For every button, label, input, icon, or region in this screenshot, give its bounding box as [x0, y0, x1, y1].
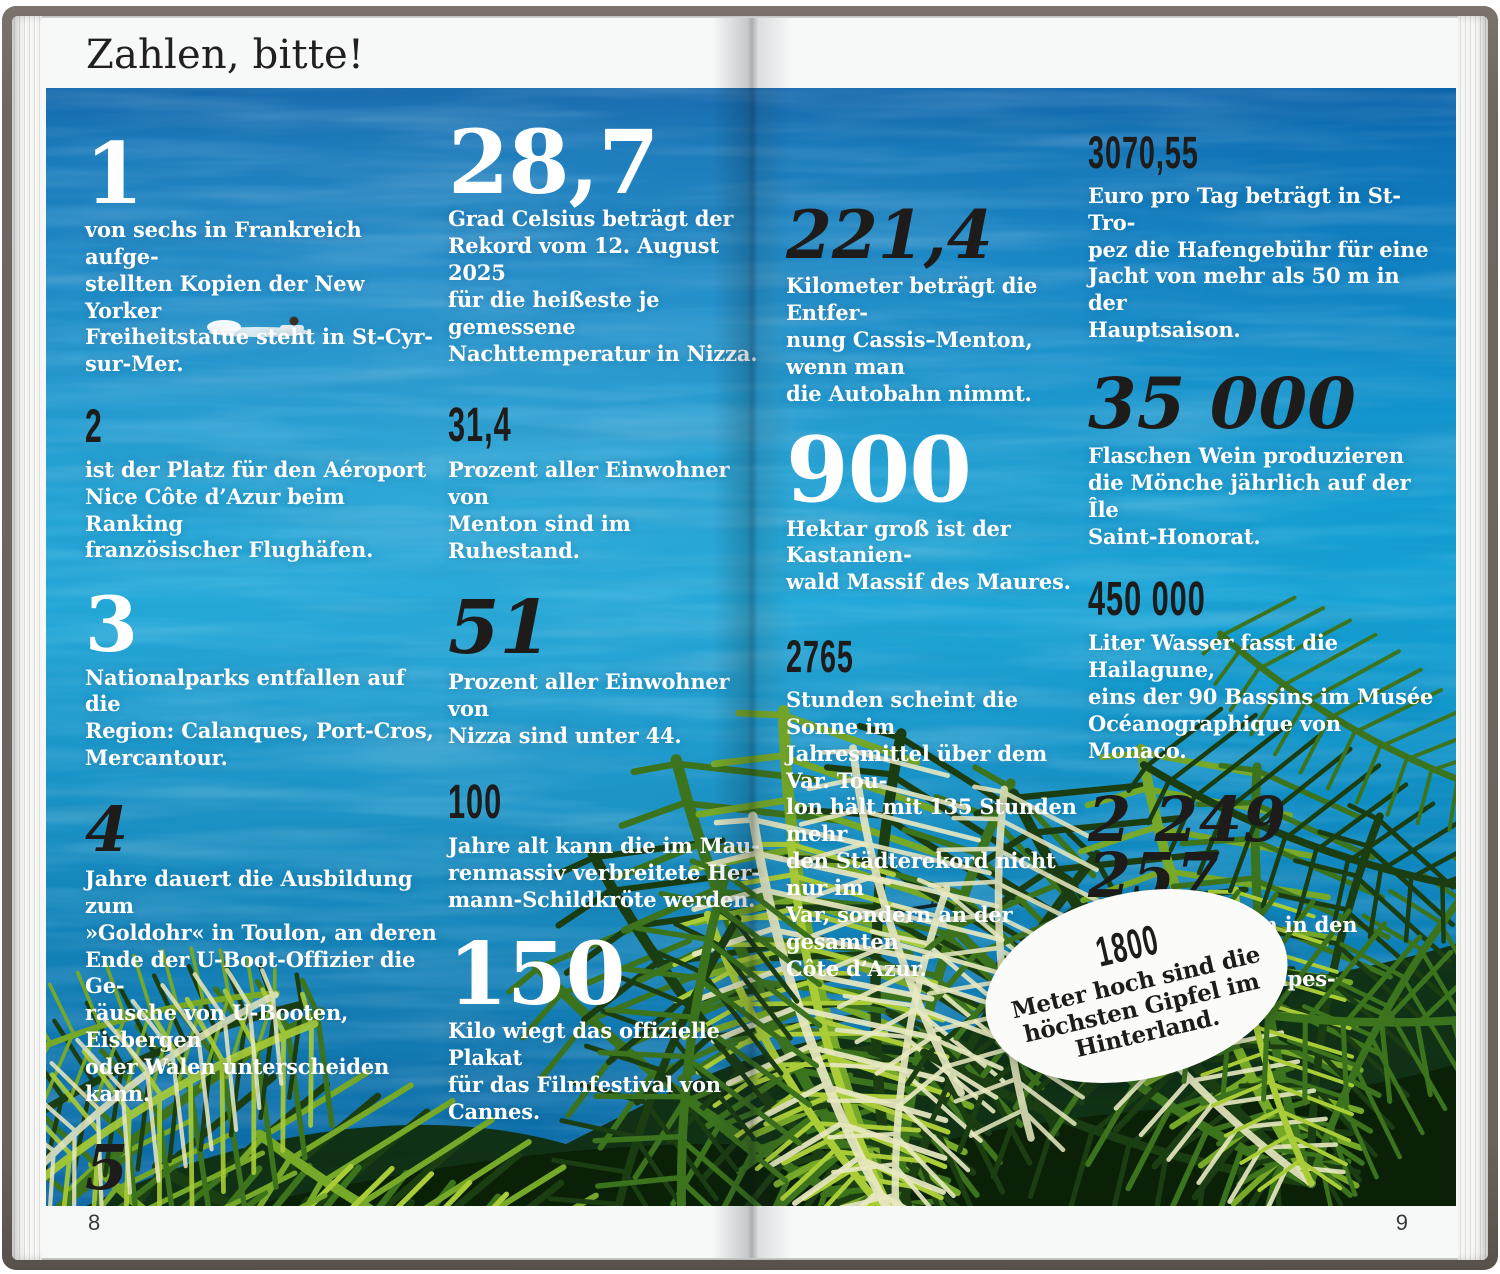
fact-cannes-poster: 150 Kilo wiegt das offizielle Plakat für… [448, 923, 768, 1126]
fact-chestnut-forest: 900 Hektar groß ist der Kastanien- wald … [786, 416, 1096, 596]
fact-number: 51 [448, 584, 551, 671]
fact-number: 100 [448, 775, 503, 829]
fact-number: 1 [85, 124, 143, 223]
fact-text: Kilometer beträgt die Entfer- nung Cassi… [786, 273, 1038, 406]
fact-text: Prozent aller Einwohner von Menton sind … [448, 457, 730, 563]
fact-lagoon-water: 450 000 Liter Wasser fasst die Hailagune… [1088, 572, 1440, 765]
fact-night-temperature: 28,7 Grad Celsius beträgt der Rekord vom… [448, 110, 768, 367]
sea-palms-photo: 1 von sechs in Frankreich aufge- stellte… [46, 88, 1456, 1206]
fact-text: Grad Celsius beträgt der Rekord vom 12. … [448, 206, 758, 366]
fact-text: Euro pro Tag beträgt in St-Tro- pez die … [1088, 182, 1429, 343]
fact-number: 450 000 [1088, 572, 1206, 626]
fact-number: 2 [85, 399, 103, 453]
fact-liberty-copies: 1 von sechs in Frankreich aufge- stellte… [85, 124, 437, 378]
fact-text: Stunden scheint die Sonne im Jahresmitte… [786, 686, 1077, 981]
fact-number: 3070,55 [1088, 127, 1199, 178]
fact-harbor-fee: 3070,55 Euro pro Tag beträgt in St-Tro- … [1088, 127, 1440, 344]
facts-column-1: 1 von sechs in Frankreich aufge- stellte… [85, 124, 437, 1206]
fact-tortoise-age: 100 Jahre alt kann die im Mau- renmassiv… [448, 775, 768, 914]
fact-number: 2765 [786, 631, 854, 683]
fact-menton-retirees: 31,4 Prozent aller Einwohner von Menton … [448, 399, 768, 564]
facts-column-2: 28,7 Grad Celsius beträgt der Rekord vom… [448, 110, 768, 1152]
open-spread: Zahlen, bitte! [42, 18, 1458, 1258]
fact-text: Jahre dauert die Ausbildung zum »Goldohr… [85, 865, 437, 1106]
fact-text: Flaschen Wein produzieren die Mönche jäh… [1088, 443, 1411, 549]
page-number-left: 8 [88, 1210, 101, 1235]
fact-number: 28,7 [448, 110, 659, 214]
fact-text: ist der Platz für den Aéroport Nice Côte… [85, 456, 427, 563]
page-edges-right [1458, 16, 1488, 1260]
page-number-right: 9 [1395, 1210, 1408, 1235]
fact-wine-bottles: 35 000 Flaschen Wein produzieren die Mön… [1088, 362, 1440, 551]
fact-text: Prozent aller Einwohner von Nizza sind u… [448, 669, 730, 748]
fact-text: Liter Wasser fasst die Hailagune, eins d… [1088, 630, 1434, 763]
fact-text: Arten Mittelmeerfisch gehören in die Bou… [85, 1204, 437, 1206]
fact-text: Jahre alt kann die im Mau- renmassiv ver… [448, 833, 760, 913]
fact-text: von sechs in Frankreich aufge- stellten … [85, 216, 433, 377]
fact-number: 5 [85, 1130, 129, 1204]
facts-column-3: 221,4 Kilometer beträgt die Entfer- nung… [786, 196, 1096, 1009]
fact-text: Hektar groß ist der Kastanien- wald Mass… [786, 515, 1071, 595]
fact-nizza-under-44: 51 Prozent aller Einwohner von Nizza sin… [448, 584, 768, 750]
fact-national-parks: 3 Nationalparks entfallen auf die Region… [85, 580, 437, 772]
fact-text: Kilo wiegt das offizielle Plakat für das… [448, 1018, 721, 1125]
fact-number: 3 [85, 580, 138, 670]
page-edges-left [12, 16, 42, 1260]
fact-number: 2 249 257 [1088, 783, 1288, 913]
jetski-with-wake [207, 316, 309, 337]
fact-text: Nationalparks entfallen auf die Region: … [85, 664, 434, 771]
fact-sunshine-hours: 2765 Stunden scheint die Sonne im Jahres… [786, 631, 1096, 982]
fact-cassis-menton: 221,4 Kilometer beträgt die Entfer- nung… [786, 196, 1096, 408]
fact-number: 900 [786, 416, 972, 523]
fact-bouillabaisse: 5 Arten Mittelmeerfisch gehören in die B… [85, 1130, 437, 1206]
fact-goldohr-training: 4 Jahre dauert die Ausbildung zum »Goldo… [85, 793, 437, 1108]
page-title: Zahlen, bitte! [86, 32, 365, 78]
fact-number: 150 [448, 923, 626, 1025]
fact-number: 35 000 [1088, 362, 1356, 445]
fact-number: 4 [85, 793, 129, 867]
fact-number: 221,4 [786, 196, 993, 274]
fact-number: 31,4 [448, 399, 512, 453]
fact-airport-ranking: 2 ist der Platz für den Aéroport Nice Cô… [85, 399, 437, 564]
sea-photo-art [46, 88, 1456, 1206]
